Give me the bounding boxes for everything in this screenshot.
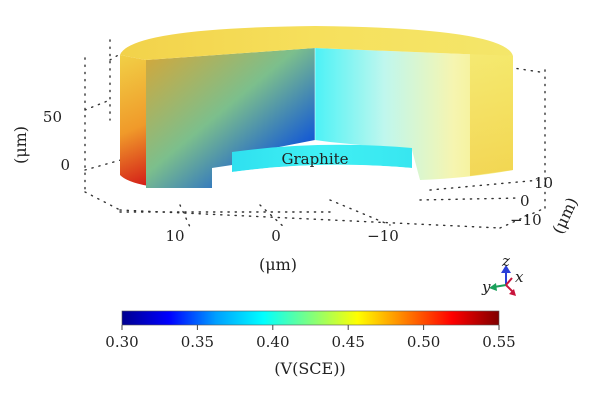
orientation-triad: z x y [481,252,524,296]
x-tick-10: 10 [165,227,184,245]
colorbar-tick-label: 0.55 [482,333,515,351]
axis-grid [84,39,546,229]
x-tick-neg10: −10 [367,227,399,245]
triad-y-label: y [481,278,491,296]
colorbar-gradient [121,310,500,326]
outer-wall-left [120,55,212,188]
z-axis: 50 0 (μm) [11,108,70,174]
colorbar-tick-label: 0.30 [105,333,138,351]
colorbar-ticks: 0.30 0.35 0.40 0.45 0.50 0.55 [105,325,516,351]
triad-z-label: z [501,252,510,270]
outer-wall-right [470,52,513,176]
top-surface [120,26,513,60]
y-axis-label: (μm) [548,194,581,237]
y-tick-neg10: −10 [510,211,542,229]
y-tick-10: 10 [534,174,553,192]
z-axis-label: (μm) [11,126,30,164]
cylinder-model: Graphite [120,26,513,188]
y-tick-0: 0 [520,192,530,210]
colorbar-label: (V(SCE)) [274,359,345,378]
cut-face-right [315,48,513,180]
graphite-label: Graphite [281,150,348,168]
colorbar-tick-label: 0.40 [256,333,289,351]
y-axis: 10 0 −10 (μm) [510,174,582,237]
x-axis-label: (μm) [259,255,297,274]
x-tick-0: 0 [271,227,281,245]
cut-face-left [146,48,315,188]
colorbar: 0.30 0.35 0.40 0.45 0.50 0.55 (V(SCE)) [105,310,516,378]
z-tick-50: 50 [43,108,62,126]
graphite-wall [232,144,412,172]
z-tick-0: 0 [60,156,70,174]
colorbar-tick-label: 0.50 [407,333,440,351]
colorbar-tick-label: 0.45 [331,333,364,351]
x-axis: 10 0 −10 (μm) [165,227,398,274]
colorbar-tick-label: 0.35 [181,333,214,351]
triad-x-label: x [515,268,524,286]
